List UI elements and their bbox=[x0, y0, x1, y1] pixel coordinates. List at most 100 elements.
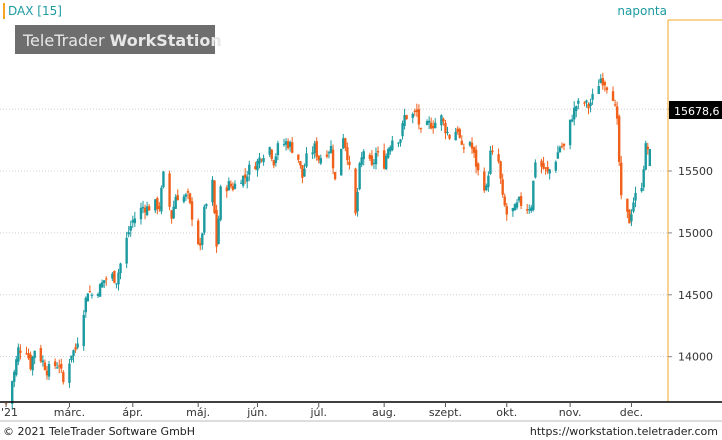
candle-body bbox=[628, 209, 631, 224]
candle-body bbox=[98, 284, 102, 297]
candle-body bbox=[648, 148, 652, 167]
candle-body bbox=[82, 314, 85, 347]
candle-body bbox=[387, 149, 390, 158]
candle-body bbox=[585, 100, 588, 103]
candle-body bbox=[119, 263, 122, 274]
candle-body bbox=[276, 143, 280, 156]
candle-body bbox=[405, 115, 408, 120]
candle-body bbox=[141, 206, 145, 209]
candle-body bbox=[399, 139, 402, 143]
candle-body bbox=[327, 152, 331, 154]
candle-body bbox=[74, 347, 77, 350]
candle-body bbox=[640, 187, 643, 192]
candle-body bbox=[411, 113, 414, 118]
candle-body bbox=[102, 280, 106, 283]
candle-body bbox=[168, 173, 171, 207]
candle-body bbox=[548, 169, 551, 174]
candle-body bbox=[358, 163, 361, 190]
candle-body bbox=[546, 167, 549, 172]
candle-body bbox=[272, 160, 276, 166]
candle-body bbox=[360, 157, 363, 165]
y-tick-label: 14500 bbox=[678, 289, 713, 302]
candle-body bbox=[417, 109, 421, 125]
y-tick-label: 15000 bbox=[678, 227, 713, 240]
y-tick-label: 15500 bbox=[678, 165, 713, 178]
candle-body bbox=[444, 122, 447, 134]
candle-body bbox=[60, 363, 63, 369]
candle-body bbox=[391, 140, 394, 151]
candle-body bbox=[186, 191, 190, 193]
candle-body bbox=[105, 278, 108, 280]
candle-body bbox=[258, 157, 261, 164]
candle-body bbox=[568, 119, 572, 146]
x-tick-label: szept. bbox=[429, 406, 462, 419]
candle-body bbox=[233, 183, 237, 189]
candle-body bbox=[440, 115, 443, 126]
candle-body bbox=[460, 140, 464, 145]
candle-body bbox=[201, 233, 204, 245]
candle-body bbox=[499, 161, 502, 179]
candle-body bbox=[434, 122, 437, 128]
candle-body bbox=[474, 149, 478, 167]
candle-body bbox=[397, 142, 400, 144]
candle-body bbox=[513, 204, 517, 211]
candle-body bbox=[376, 151, 380, 153]
candle-body bbox=[319, 158, 323, 164]
candle-body bbox=[620, 162, 623, 196]
candle-body bbox=[215, 209, 218, 247]
candle-body bbox=[562, 143, 566, 146]
candle-body bbox=[344, 138, 347, 148]
candle-body bbox=[356, 191, 359, 212]
candle-body bbox=[297, 154, 300, 160]
candle-body bbox=[45, 370, 49, 376]
series-marker bbox=[3, 3, 5, 19]
candle-body bbox=[217, 218, 220, 244]
candle-body bbox=[389, 147, 392, 152]
candle-body bbox=[425, 121, 429, 125]
candle-body bbox=[100, 282, 104, 288]
candle-body bbox=[86, 293, 90, 302]
candle-body bbox=[196, 220, 200, 245]
candle-body bbox=[286, 141, 290, 149]
candle-body bbox=[348, 161, 351, 166]
candle-body bbox=[528, 209, 531, 211]
candle-body bbox=[617, 116, 621, 162]
candle-body bbox=[583, 102, 586, 104]
candle-body bbox=[589, 102, 592, 106]
candle-body bbox=[43, 362, 47, 371]
candle-body bbox=[299, 161, 302, 166]
candle-body bbox=[429, 122, 433, 129]
candle-body bbox=[403, 115, 406, 126]
candle-body bbox=[125, 237, 128, 264]
candle-body bbox=[199, 243, 202, 246]
candle-body bbox=[517, 196, 521, 201]
candle-body bbox=[213, 180, 216, 214]
candle-body bbox=[174, 196, 177, 209]
candle-body bbox=[462, 147, 466, 149]
candle-body bbox=[305, 153, 308, 167]
x-tick-label: márc. bbox=[54, 406, 85, 419]
candle-body bbox=[274, 156, 278, 164]
candle-body bbox=[303, 168, 306, 177]
candle-body bbox=[290, 142, 294, 153]
candle-body bbox=[53, 361, 57, 367]
candle-body bbox=[190, 201, 194, 220]
candle-body bbox=[241, 175, 245, 186]
candle-body bbox=[90, 294, 94, 296]
candle-body bbox=[68, 363, 71, 383]
x-tick-label: jún. bbox=[246, 406, 268, 419]
candle-body bbox=[470, 142, 474, 149]
candle-body bbox=[17, 347, 20, 362]
candle-body bbox=[31, 356, 34, 371]
candle-body bbox=[182, 196, 186, 202]
footer-url: https://workstation.teletrader.com bbox=[530, 425, 718, 438]
candle-body bbox=[260, 159, 263, 161]
candle-body bbox=[301, 165, 304, 178]
watermark-text: TeleTrader WorkStation bbox=[22, 31, 222, 50]
candle-body bbox=[427, 120, 431, 123]
candle-body bbox=[117, 272, 120, 285]
candle-body bbox=[203, 206, 206, 233]
candle-body bbox=[231, 186, 235, 190]
candle-body bbox=[256, 160, 259, 171]
candle-body bbox=[313, 143, 316, 154]
